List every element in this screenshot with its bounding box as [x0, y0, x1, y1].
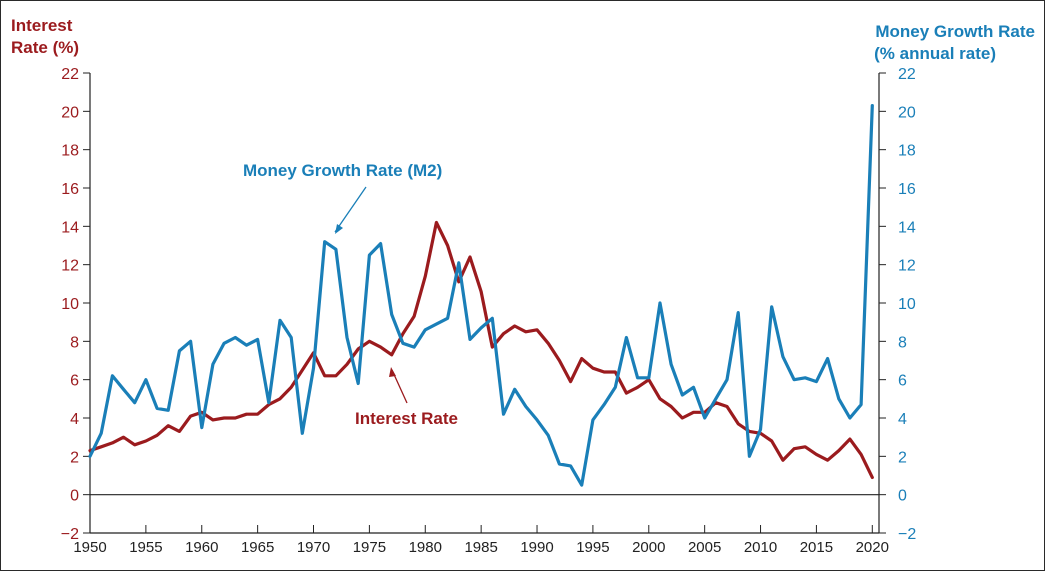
- x-tick-label: 2020: [856, 539, 889, 556]
- money-annotation-arrow-line: [334, 186, 367, 233]
- x-tick-label: 1955: [129, 539, 162, 556]
- left-axis-title-line2: Rate (%): [11, 38, 79, 57]
- right-y-tick-label: 18: [898, 143, 916, 160]
- right-y-tick-label: 12: [898, 258, 916, 275]
- right-y-tick-label: 8: [898, 334, 907, 351]
- interest-series-line: [88, 220, 874, 479]
- x-tick-label: 1995: [576, 539, 609, 556]
- interest-annotation-arrowhead: [389, 367, 396, 377]
- left-y-tick-label: 16: [61, 181, 79, 198]
- right-y-tick-label: 20: [898, 104, 916, 121]
- x-tick-label: 2015: [800, 539, 833, 556]
- right-y-tick-label: 4: [898, 411, 907, 428]
- right-y-tick-label: 22: [898, 66, 916, 83]
- right-y-tick-label: 10: [898, 296, 916, 313]
- left-y-tick-label: 12: [61, 258, 79, 275]
- right-y-tick-label: 14: [898, 219, 916, 236]
- left-y-tick-label: 8: [70, 334, 79, 351]
- x-tick-label: 1975: [353, 539, 386, 556]
- left-y-tick-label: 20: [61, 104, 79, 121]
- x-tick-label: 1960: [185, 539, 218, 556]
- right-axis-title-line2: (% annual rate): [874, 44, 996, 63]
- x-tick-label: 1965: [241, 539, 274, 556]
- left-y-tick-label: 10: [61, 296, 79, 313]
- right-y-tick-label: 0: [898, 488, 907, 505]
- right-y-tick-label: −2: [898, 526, 916, 543]
- left-y-tick-label: 2: [70, 449, 79, 466]
- right-y-tick-label: 2: [898, 449, 907, 466]
- x-tick-label: 1985: [464, 539, 497, 556]
- right-y-tick-label: 6: [898, 373, 907, 390]
- x-tick-label: 1990: [520, 539, 553, 556]
- left-y-tick-label: 4: [70, 411, 79, 428]
- x-tick-label: 1950: [73, 539, 106, 556]
- left-axis-title-line1: Interest: [11, 16, 73, 35]
- right-y-tick-label: 16: [898, 181, 916, 198]
- x-tick-label: 2000: [632, 539, 665, 556]
- left-y-tick-label: 18: [61, 143, 79, 160]
- x-tick-label: 1970: [297, 539, 330, 556]
- money-annotation-arrowhead: [335, 224, 343, 234]
- money-series-line: [88, 104, 874, 487]
- x-tick-label: 1980: [409, 539, 442, 556]
- x-tick-label: 2005: [688, 539, 721, 556]
- right-axis-title-line1: Money Growth Rate: [875, 22, 1035, 41]
- x-tick-label: 2010: [744, 539, 777, 556]
- left-y-tick-label: 6: [70, 373, 79, 390]
- interest-rate-annotation: Interest Rate: [355, 409, 458, 428]
- left-y-tick-label: 0: [70, 488, 79, 505]
- money-growth-annotation: Money Growth Rate (M2): [243, 161, 442, 180]
- left-y-tick-label: −2: [61, 526, 79, 543]
- left-y-tick-label: 22: [61, 66, 79, 83]
- left-y-tick-label: 14: [61, 219, 79, 236]
